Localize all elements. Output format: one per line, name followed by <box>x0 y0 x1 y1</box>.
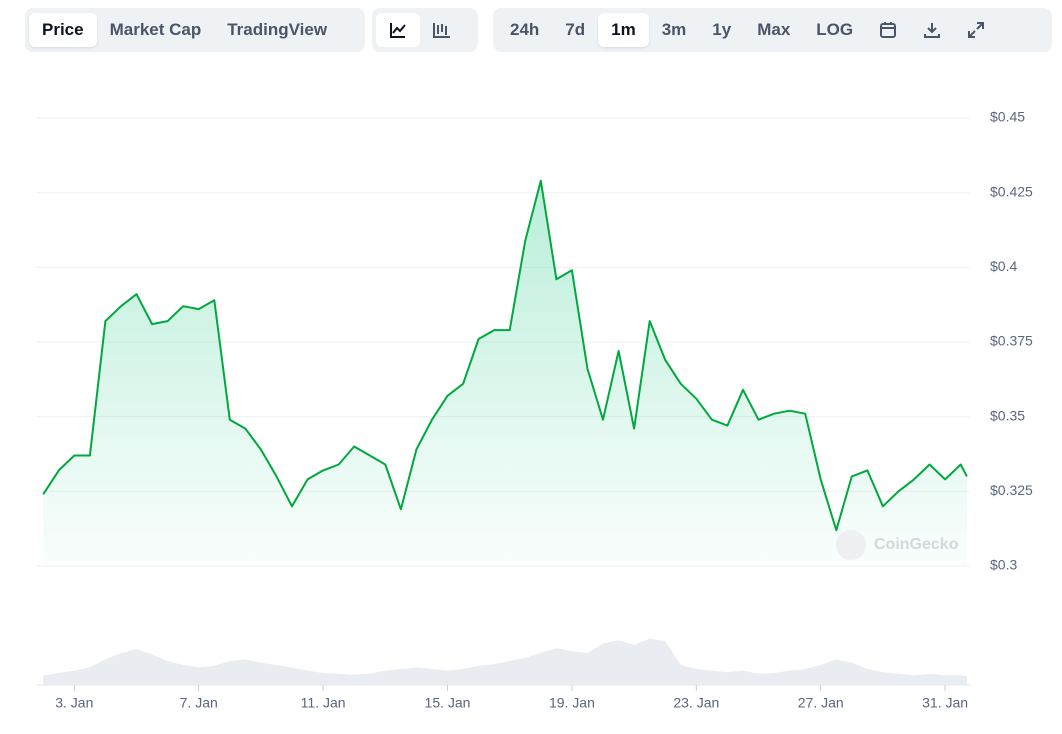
x-tick-label: 3. Jan <box>55 695 93 711</box>
range-tabs: 24h 7d 1m 3m 1y Max LOG <box>493 8 1052 52</box>
x-tick-label: 15. Jan <box>425 695 471 711</box>
y-tick-label: $0.45 <box>990 109 1025 125</box>
price-line <box>42 179 968 532</box>
price-area <box>43 180 967 566</box>
y-tick-label: $0.35 <box>990 407 1025 423</box>
x-tick-label: 23. Jan <box>673 695 719 711</box>
y-tick-label: $0.325 <box>990 482 1033 498</box>
icon <box>880 22 897 38</box>
x-tick-label: 11. Jan <box>301 695 346 711</box>
line-icon[interactable] <box>376 13 420 47</box>
icon <box>390 23 406 38</box>
tab[interactable]: TradingView <box>227 20 328 39</box>
calendar-icon[interactable] <box>866 13 910 47</box>
range[interactable]: 24h <box>510 20 540 39</box>
fullscreen-icon[interactable] <box>954 13 998 47</box>
tab[interactable]: Market Cap <box>109 20 202 39</box>
view-tabs: Price Market Cap TradingView <box>25 8 365 52</box>
range[interactable]: 3m <box>661 20 687 39</box>
watermark: CoinGecko <box>836 530 959 560</box>
tab[interactable]: Price <box>29 13 97 47</box>
x-tick-label: 27. Jan <box>798 695 844 711</box>
range[interactable]: LOG <box>816 20 854 39</box>
range[interactable]: 1y <box>712 20 732 39</box>
icon <box>924 23 941 38</box>
icon <box>968 22 985 38</box>
range[interactable]: Max <box>757 20 791 39</box>
y-tick-label: $0.425 <box>990 183 1033 199</box>
range[interactable]: 7d <box>565 20 586 39</box>
volume-area <box>43 638 967 685</box>
x-tick-label: 31. Jan <box>922 695 968 711</box>
watermark-text: CoinGecko <box>874 536 959 553</box>
range[interactable]: 1m <box>598 13 649 47</box>
chart-style <box>372 8 478 52</box>
x-tick-label: 7. Jan <box>180 695 218 711</box>
x-tick-label: 19. Jan <box>549 695 595 711</box>
y-tick-label: $0.375 <box>990 333 1033 349</box>
download-icon[interactable] <box>910 13 954 47</box>
candle-icon[interactable] <box>420 13 464 47</box>
y-tick-label: $0.3 <box>990 557 1017 573</box>
icon <box>433 23 450 38</box>
y-tick-label: $0.4 <box>990 258 1017 274</box>
